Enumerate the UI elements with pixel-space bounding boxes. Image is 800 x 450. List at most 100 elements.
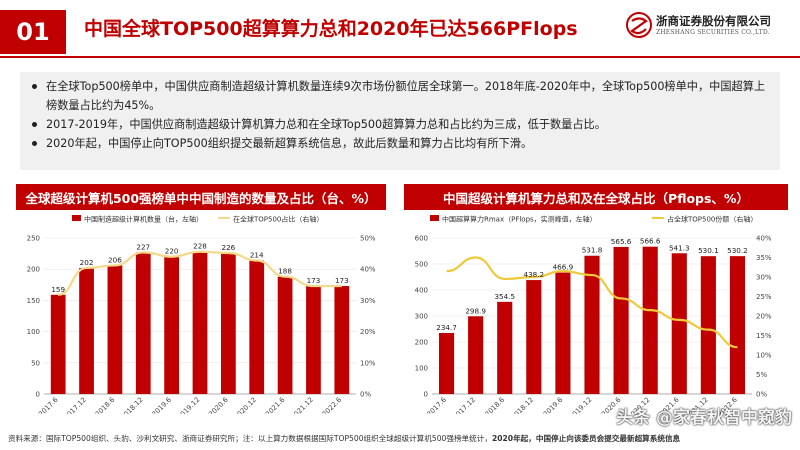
legend-bar-swatch (430, 215, 439, 221)
left-axis-tick-label: 200 (27, 266, 40, 274)
source-text: 资料来源：国际TOP500组织、头豹、沙利文研究、浙商证券研究所；注：以上算力数… (8, 434, 492, 443)
bar (192, 251, 208, 394)
bar-data-label: 227 (136, 242, 150, 251)
bar-data-label: 234.7 (436, 323, 457, 332)
legend-bar-swatch (72, 215, 81, 221)
bar-data-label: 566.6 (640, 237, 661, 246)
bar (555, 272, 571, 394)
x-axis-tick-label: 2017.12 (452, 396, 478, 414)
bar-data-label: 206 (108, 255, 122, 264)
bar (107, 265, 123, 394)
chart-legend: 中国超算算力Rmax（PFlops，实测峰值，左轴） 占全球TOP500份额（右轴… (430, 215, 757, 224)
x-axis-tick-label: 2020.6 (207, 396, 229, 414)
bar-data-label: 214 (250, 250, 264, 259)
bar (700, 256, 716, 394)
bar (50, 294, 66, 394)
bar-data-label: 466.9 (553, 263, 574, 272)
bar (79, 267, 94, 394)
right-axis-tick-label: 30% (756, 274, 772, 282)
logo-name-cn: 浙商证券股份有限公司 (656, 14, 771, 28)
legend-line-label: 占全球TOP500份额（右轴） (667, 215, 757, 224)
left-axis-tick-label: 50 (31, 359, 40, 367)
x-axis-tick-label: 2017.6 (425, 396, 447, 414)
right-axis-tick-label: 15% (756, 332, 772, 340)
bar (584, 255, 600, 394)
bar (249, 260, 265, 394)
chart-legend: 中国制造超级计算机数量（台，左轴） 在全球TOP500占比（右轴） (72, 215, 323, 224)
right-axis-tick-label: 10% (360, 359, 376, 367)
x-axis-tick-label: 2021.12 (289, 396, 315, 414)
watermark: 头条 @家春秋智中窥豹 (616, 408, 792, 428)
bar (729, 256, 746, 394)
china-supercomputer-rmax-chart: 中国超算算力Rmax（PFlops，实测峰值，左轴） 占全球TOP500份额（右轴… (415, 215, 772, 415)
section-number-badge: 01 (0, 10, 66, 54)
bar-data-label: 541.3 (669, 243, 690, 252)
bar-data-label: 438.2 (524, 270, 545, 279)
header-divider (0, 56, 800, 58)
bar (497, 301, 513, 394)
right-axis-tick-label: 35% (756, 254, 772, 262)
left-axis-tick-label: 0 (424, 391, 428, 399)
logo-name-en: ZHESHANG SECURITIES CO.,LTD. (656, 29, 770, 36)
company-logo: 浙商证券股份有限公司 ZHESHANG SECURITIES CO.,LTD. (626, 12, 786, 42)
logo-mark-icon (626, 12, 652, 38)
bar-data-label: 354.5 (494, 292, 515, 301)
bar-data-label: 298.9 (465, 306, 486, 315)
x-axis-tick-label: 2021.6 (264, 396, 286, 414)
x-axis-tick-label: 2017.12 (62, 396, 88, 414)
right-axis-tick-label: 40% (756, 235, 772, 243)
left-axis-tick-label: 600 (415, 235, 428, 243)
right-axis-tick-label: 20% (756, 313, 772, 321)
left-chart-heading: 全球超级计算机500强榜单中中国制造的数量及占比（台、%） (16, 184, 386, 210)
summary-bullet: 在全球Top500榜单中，中国供应商制造超级计算机数量连续9次市场份额位居全球第… (30, 77, 770, 115)
bar-data-label: 531.8 (582, 246, 603, 255)
china-supercomputer-count-chart: 中国制造超级计算机数量（台，左轴） 在全球TOP500占比（右轴） 0 50 100 15… (27, 215, 376, 415)
bar-data-label: 159 (51, 285, 65, 294)
source-note: 资料来源：国际TOP500组织、头豹、沙利文研究、浙商证券研究所；注：以上算力数… (8, 433, 798, 444)
summary-bullet: 2020年起，中国停止向TOP500组织提交最新超算系统信息，故此后数量和算力占… (30, 134, 770, 153)
bar (220, 252, 236, 394)
bar (671, 253, 687, 394)
left-axis-tick-label: 200 (415, 339, 428, 347)
x-axis-tick-label: 2018.12 (119, 396, 145, 414)
bar-data-label: 228 (193, 242, 207, 251)
legend-bar-label: 中国制造超级计算机数量（台，左轴） (84, 215, 203, 224)
left-axis-tick-label: 250 (27, 235, 40, 243)
x-axis-tick-label: 2019.12 (176, 396, 202, 414)
bar (438, 332, 455, 394)
page-title: 中国全球TOP500超算算力总和2020年已达566PFlops (84, 18, 578, 40)
left-axis-tick-label: 100 (415, 365, 428, 373)
right-axis-tick-label: 20% (360, 328, 376, 336)
bar-data-label: 530.1 (698, 246, 719, 255)
left-axis-tick-label: 500 (415, 261, 428, 269)
right-axis-tick-label: 0% (756, 391, 767, 399)
x-axis-tick-label: 2018.6 (94, 396, 116, 414)
right-axis-tick-label: 40% (360, 266, 376, 274)
bar-data-label: 188 (278, 267, 292, 276)
legend-line-label: 在全球TOP500占比（右轴） (233, 215, 323, 224)
summary-box: 在全球Top500榜单中，中国供应商制造超级计算机数量连续9次市场份额位居全球第… (20, 72, 780, 170)
x-axis-tick-label: 2019.6 (542, 396, 564, 414)
right-axis-tick-label: 10% (756, 352, 772, 360)
right-axis-tick-label: 5% (756, 371, 767, 379)
bar-data-label: 226 (222, 243, 236, 252)
x-axis-tick-label: 2018.12 (510, 396, 536, 414)
x-axis-tick-label: 2019.6 (151, 396, 173, 414)
right-axis-tick-label: 30% (360, 297, 376, 305)
right-axis-tick-label: 0% (360, 391, 371, 399)
bar (613, 246, 629, 394)
bar (164, 256, 180, 394)
bar-data-label: 173 (307, 276, 321, 285)
bar-data-label: 220 (165, 247, 179, 256)
left-axis-tick-label: 100 (27, 328, 40, 336)
x-axis-tick-label: 2018.6 (484, 396, 506, 414)
left-axis-tick-label: 150 (27, 297, 40, 305)
summary-bullet: 2017-2019年，中国供应商制造超级计算机算力总和在全球Top500超算算力… (30, 115, 770, 134)
bar (526, 280, 542, 394)
x-axis-tick-label: 2022.6 (321, 396, 343, 414)
x-axis-tick-label: 2020.12 (233, 396, 259, 414)
x-axis-tick-label: 2017.6 (37, 396, 59, 414)
bar (642, 246, 658, 394)
bar (277, 276, 293, 394)
right-axis-tick-label: 50% (360, 235, 376, 243)
